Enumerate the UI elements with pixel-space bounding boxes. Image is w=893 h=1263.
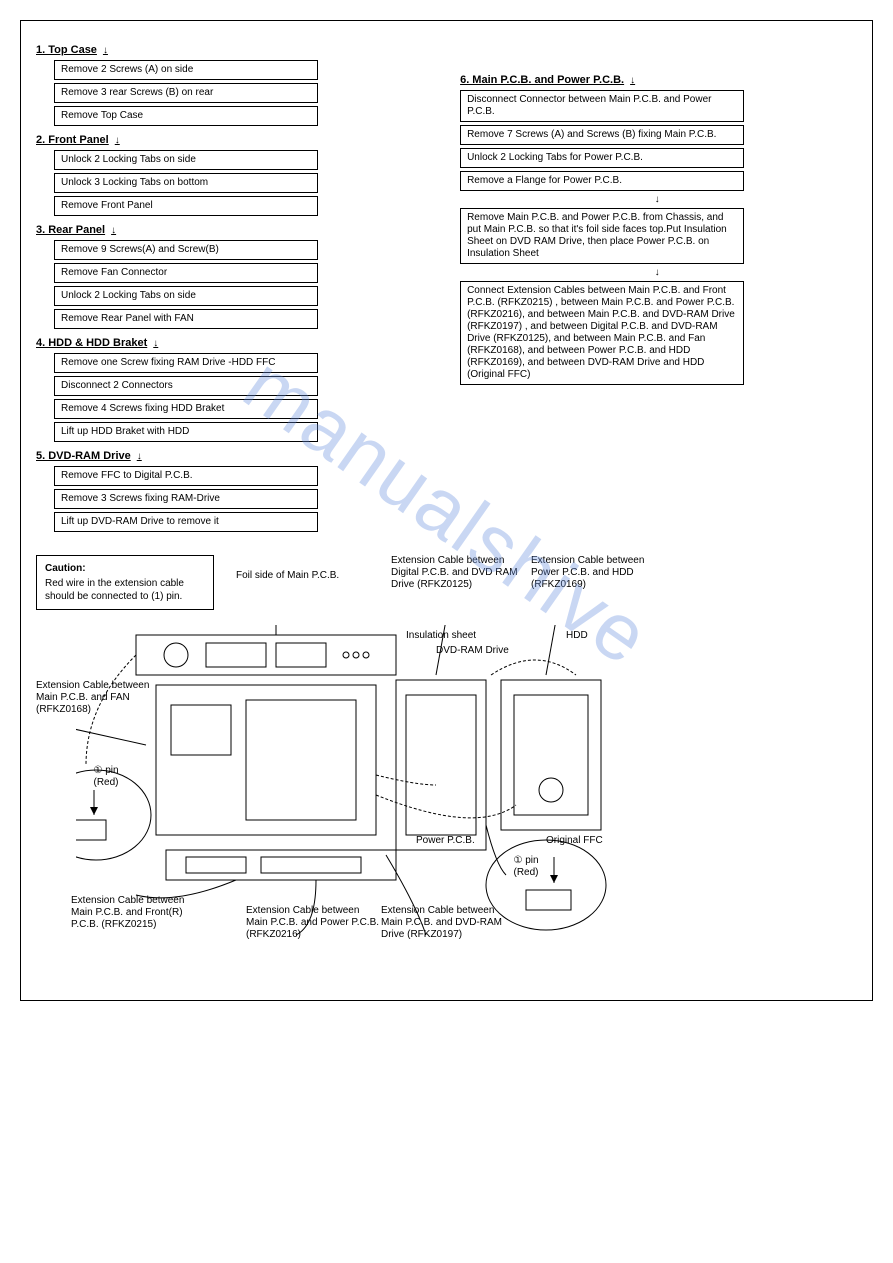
device-drawing: [76, 625, 616, 945]
caution-text: Red wire in the extension cable should b…: [45, 577, 205, 603]
label-ext-digital-dvd: Extension Cable between Digital P.C.B. a…: [391, 555, 521, 591]
flow-step: Remove 7 Screws (A) and Screws (B) fixin…: [460, 125, 744, 145]
section-title-4-text: 4. HDD & HDD Braket: [36, 337, 147, 349]
flow-step: Remove 2 Screws (A) on side: [54, 60, 318, 80]
section-title-6: 6. Main P.C.B. and Power P.C.B. ↓: [460, 74, 854, 86]
arrow-down-icon: ↓: [137, 451, 142, 462]
flow-step: Remove FFC to Digital P.C.B.: [54, 466, 318, 486]
arrow-down-icon: ↓: [153, 338, 158, 349]
flow-step: Disconnect 2 Connectors: [54, 376, 318, 396]
flow-step: Remove Top Case: [54, 106, 318, 126]
section-title-3: 3. Rear Panel ↓: [36, 224, 430, 236]
flow-step: Remove 9 Screws(A) and Screw(B): [54, 240, 318, 260]
page-frame: manualshive 1. Top Case ↓ Remove 2 Screw…: [20, 20, 873, 1001]
flow-step: Unlock 3 Locking Tabs on bottom: [54, 173, 318, 193]
right-column: 6. Main P.C.B. and Power P.C.B. ↓ Discon…: [460, 36, 854, 388]
section-title-2: 2. Front Panel ↓: [36, 134, 430, 146]
flow-step: Remove one Screw fixing RAM Drive -HDD F…: [54, 353, 318, 373]
flow-step-big: Remove Main P.C.B. and Power P.C.B. from…: [460, 208, 744, 264]
flow-step: Remove Fan Connector: [54, 263, 318, 283]
flow-step: Unlock 2 Locking Tabs for Power P.C.B.: [460, 148, 744, 168]
arrow-down-icon: ↓: [630, 75, 635, 86]
section-title-5-text: 5. DVD-RAM Drive: [36, 450, 131, 462]
caution-title: Caution:: [45, 562, 205, 575]
flow-step: Remove 3 Screws fixing RAM-Drive: [54, 489, 318, 509]
section-title-5: 5. DVD-RAM Drive ↓: [36, 450, 430, 462]
flow-step: Lift up HDD Braket with HDD: [54, 422, 318, 442]
flow-step: Unlock 2 Locking Tabs on side: [54, 286, 318, 306]
left-column: 1. Top Case ↓ Remove 2 Screws (A) on sid…: [36, 36, 430, 535]
flow-step: Remove 3 rear Screws (B) on rear: [54, 83, 318, 103]
arrow-down-icon: ↓: [103, 45, 108, 56]
arrow-down-icon: ↓: [111, 225, 116, 236]
flow-step: Remove 4 Screws fixing HDD Braket: [54, 399, 318, 419]
flow-step-big: Connect Extension Cables between Main P.…: [460, 281, 744, 385]
section-title-6-text: 6. Main P.C.B. and Power P.C.B.: [460, 74, 624, 86]
section-title-3-text: 3. Rear Panel: [36, 224, 105, 236]
flowchart-columns: 1. Top Case ↓ Remove 2 Screws (A) on sid…: [36, 36, 857, 535]
section-title-1: 1. Top Case ↓: [36, 44, 430, 56]
section-title-4: 4. HDD & HDD Braket ↓: [36, 337, 430, 349]
technical-diagram: Caution: Red wire in the extension cable…: [36, 555, 857, 985]
flow-step: Disconnect Connector between Main P.C.B.…: [460, 90, 744, 122]
flow-step: Unlock 2 Locking Tabs on side: [54, 150, 318, 170]
caution-box: Caution: Red wire in the extension cable…: [36, 555, 214, 610]
label-ext-power-hdd: Extension Cable between Power P.C.B. and…: [531, 555, 661, 591]
flow-step: Remove a Flange for Power P.C.B.: [460, 171, 744, 191]
flow-step: Lift up DVD-RAM Drive to remove it: [54, 512, 318, 532]
section-title-2-text: 2. Front Panel: [36, 134, 109, 146]
flow-step: Remove Front Panel: [54, 196, 318, 216]
label-foil-side: Foil side of Main P.C.B.: [236, 570, 356, 582]
section-title-1-text: 1. Top Case: [36, 44, 97, 56]
flow-step: Remove Rear Panel with FAN: [54, 309, 318, 329]
arrow-down-icon: ↓: [115, 135, 120, 146]
